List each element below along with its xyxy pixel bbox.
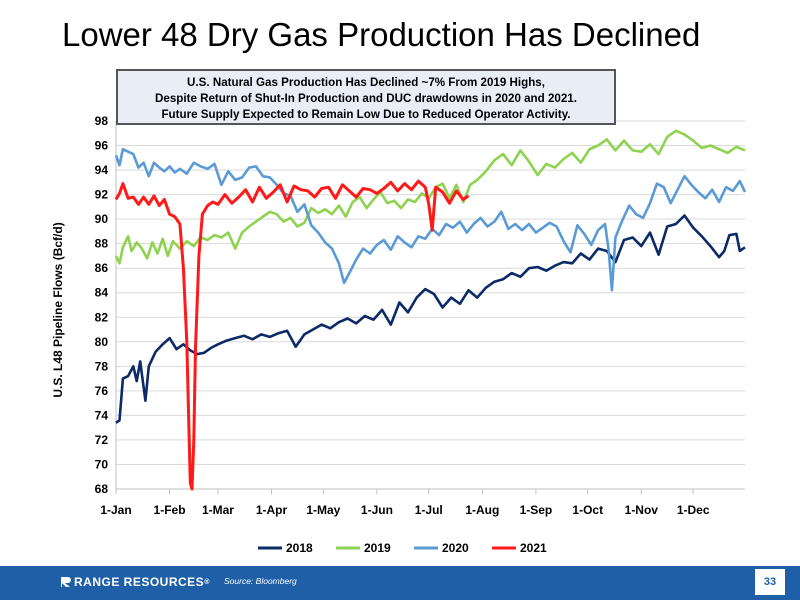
x-tick-label: 1-Jan: [100, 503, 131, 517]
y-tick-label: 98: [95, 114, 109, 128]
x-tick-label: 1-Apr: [256, 503, 288, 517]
x-tick-label: 1-Dec: [677, 503, 710, 517]
x-tick-label: 1-Feb: [154, 503, 186, 517]
y-tick-label: 92: [95, 188, 109, 202]
y-tick-label: 94: [95, 163, 109, 177]
series-line-2018: [115, 214, 746, 424]
page-number: 33: [755, 569, 785, 595]
logo-registered-mark: ®: [204, 578, 210, 586]
x-tick-label: 1-May: [306, 503, 340, 517]
x-tick-label: 1-Nov: [625, 503, 659, 517]
y-tick-label: 68: [95, 482, 109, 496]
range-logo-icon: [61, 577, 71, 587]
callout-line-1: U.S. Natural Gas Production Has Declined…: [187, 76, 545, 89]
axes: 68 70 72 74 76 78 80 82 84 86 88 90 92 94 96 98 1-Jan 1-F…: [95, 114, 745, 517]
y-tick-label: 84: [95, 286, 109, 300]
logo-text: RANGE RESOURCES: [74, 575, 205, 589]
footer-bar: [0, 566, 800, 600]
x-tick-label: 1-Sep: [520, 503, 553, 517]
x-tick-label: 1-Oct: [572, 503, 603, 517]
legend-label-2020: 2020: [442, 541, 469, 555]
series-line-2020: [114, 147, 747, 292]
callout-box: U.S. Natural Gas Production Has Declined…: [116, 69, 616, 125]
y-tick-label: 86: [95, 261, 109, 275]
y-tick-label: 96: [95, 139, 109, 153]
y-tick-label: 82: [95, 310, 109, 324]
y-tick-label: 88: [95, 237, 109, 251]
y-tick-label: 74: [95, 408, 109, 422]
x-tick-label: 1-Mar: [202, 503, 234, 517]
series-line-2019: [114, 129, 746, 265]
slide-title: Lower 48 Dry Gas Production Has Declined: [62, 16, 701, 53]
x-tick-label: 1-Jul: [415, 503, 443, 517]
y-tick-label: 78: [95, 359, 109, 373]
y-tick-label: 76: [95, 384, 109, 398]
company-logo: RANGE RESOURCES ®: [60, 575, 210, 589]
y-tick-label: 80: [95, 335, 109, 349]
legend: 2018 2019 2020 2021: [258, 541, 547, 555]
series-line-2021: [114, 179, 470, 491]
series-lines: [114, 129, 747, 491]
gridlines: [116, 120, 745, 490]
x-tick-label: 1-Aug: [465, 503, 499, 517]
y-axis-label: U.S. L48 Pipeline Flows (Bcf/d): [51, 222, 65, 397]
x-tick-label: 1-Jun: [361, 503, 393, 517]
legend-label-2021: 2021: [520, 541, 547, 555]
legend-label-2018: 2018: [286, 541, 313, 555]
y-tick-label: 70: [95, 457, 109, 471]
legend-label-2019: 2019: [364, 541, 391, 555]
y-tick-label: 72: [95, 433, 109, 447]
source-note: Source: Bloomberg: [224, 576, 297, 586]
callout-line-2: Despite Return of Shut-In Production and…: [155, 92, 577, 105]
y-tick-label: 90: [95, 212, 109, 226]
callout-line-3: Future Supply Expected to Remain Low Due…: [161, 108, 571, 121]
